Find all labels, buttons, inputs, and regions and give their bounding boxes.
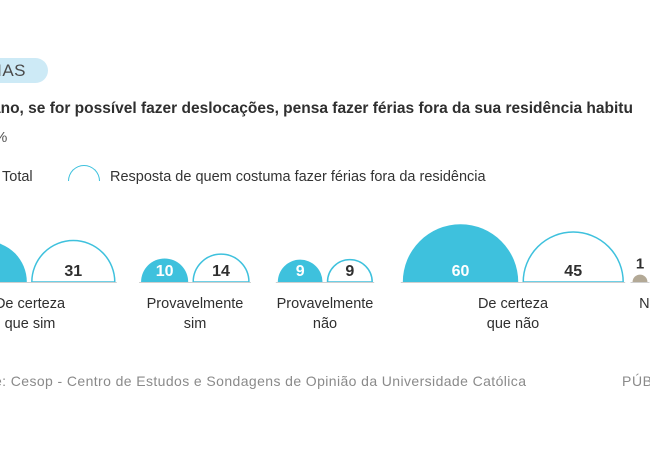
chart-question: ano, se for possível fazer deslocações, … [0,100,633,117]
total-value-label: 10 [156,263,174,280]
respondents-value-label: 31 [64,263,82,280]
respondents-value-label: 45 [564,263,582,280]
total-bubble [277,259,323,282]
total-bubble [402,224,519,282]
total-bubble [141,258,189,282]
legend-total-label: Total [2,169,33,185]
total-bubble [632,274,648,282]
source-note: e: Cesop - Centro de Estudos e Sondagens… [0,373,527,389]
total-bubble [0,243,27,282]
respondents-bubble [326,258,373,283]
respondents-value-label: 14 [212,263,230,280]
respondents-bubble [522,231,624,283]
section-tag: IAS [0,58,48,83]
category-label: não [313,316,337,332]
category-label: De certeza [0,296,66,312]
category-label: que sim [5,316,56,332]
unit-label: % [0,129,7,146]
legend-respondents-label: Resposta de quem costuma fazer férias fo… [110,169,486,185]
category-label: que não [487,316,539,332]
category-label: Ns [639,296,650,312]
respondents-bubble [31,239,116,283]
respondents-value-label: 9 [345,263,354,280]
brand-label: PÚB [622,373,650,389]
total-value-label: 60 [452,263,470,280]
category-label: sim [184,316,207,332]
category-label: Provavelmente [277,296,374,312]
total-value-label: 1 [636,256,644,273]
respondents-bubble [192,253,250,283]
legend-respondents-swatch [68,165,100,181]
category-label: Provavelmente [147,296,244,312]
category-label: De certeza [478,296,549,312]
total-value-label: 9 [296,263,305,280]
